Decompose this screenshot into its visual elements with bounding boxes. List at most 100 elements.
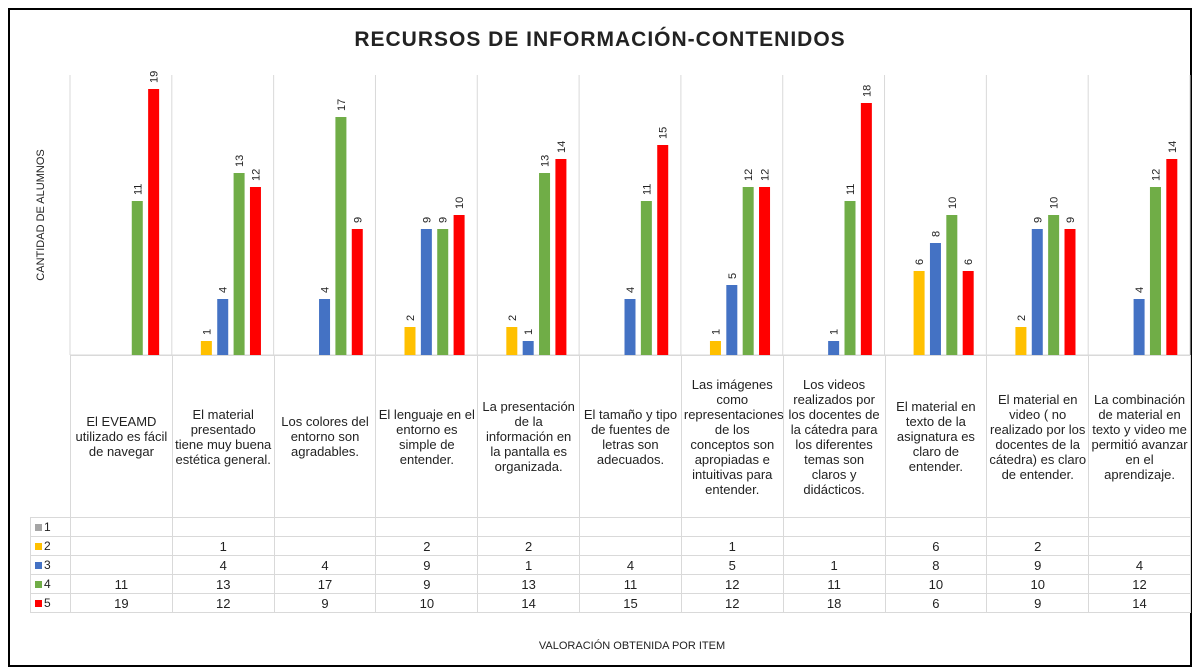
bar (522, 341, 534, 355)
table-value (680, 517, 784, 537)
legend-entry: 2 (30, 536, 71, 556)
legend-entry: 3 (30, 555, 71, 575)
bar (200, 341, 212, 355)
bar (1048, 215, 1060, 355)
table-value (986, 517, 1090, 537)
table-value: 10 (884, 574, 988, 594)
bar (555, 159, 567, 355)
table-value: 12 (171, 593, 275, 613)
table-value: 6 (884, 536, 988, 556)
data-label: 10 (1049, 197, 1061, 209)
bar (233, 173, 245, 355)
data-label: 1 (710, 329, 722, 335)
bar (437, 229, 449, 355)
data-label: 9 (352, 217, 364, 223)
table-value: 1 (171, 536, 275, 556)
bar (539, 173, 551, 355)
bar (726, 285, 738, 355)
data-label: 5 (727, 273, 739, 279)
bar (624, 299, 636, 355)
table-value (884, 517, 988, 537)
category-label: La presentación de la información en la … (477, 355, 581, 518)
table-value: 11 (579, 574, 682, 594)
legend-entry: 1 (30, 517, 71, 537)
table-value: 17 (273, 574, 377, 594)
category-label: El EVEAMD utilizado es fácil de navegar (70, 355, 173, 518)
bar (742, 187, 754, 355)
category-label: El material en texto de la asignatura es… (884, 355, 988, 518)
category-label: Los videos realizados por los docentes d… (782, 355, 886, 518)
legend-entry: 5 (30, 593, 71, 613)
category-label: El material en video ( no realizado por … (986, 355, 1090, 518)
table-value: 9 (375, 574, 479, 594)
data-label: 9 (1032, 217, 1044, 223)
data-label: 9 (421, 217, 433, 223)
category-label: El lenguaje en el entorno es simple de e… (375, 355, 479, 518)
legend-label: 5 (44, 595, 51, 610)
table-value: 19 (70, 593, 173, 613)
table-value: 12 (1088, 574, 1191, 594)
data-label: 6 (963, 259, 975, 265)
table-value: 12 (680, 574, 784, 594)
series-row: 4 11 13 17 9 13 11 12 11 10 10 12 (30, 574, 1191, 594)
table-value (273, 517, 377, 537)
data-label: 11 (132, 184, 144, 195)
table-value: 4 (273, 555, 377, 575)
legend-swatch (35, 599, 42, 607)
chart-title: RECURSOS DE INFORMACIÓN-CONTENIDOS (354, 27, 845, 51)
table-value (70, 517, 173, 537)
bar (1166, 159, 1178, 355)
data-label: 18 (861, 85, 873, 97)
table-value: 11 (782, 574, 886, 594)
table-value: 15 (579, 593, 682, 613)
data-label: 6 (914, 259, 926, 265)
header-row: El EVEAMD utilizado es fácil de navegar E… (30, 355, 1191, 518)
corner-cell (30, 355, 71, 518)
data-label: 12 (1150, 169, 1162, 181)
data-label: 15 (658, 127, 670, 139)
data-label: 2 (507, 315, 519, 321)
data-label: 12 (743, 169, 755, 181)
bar (657, 145, 669, 355)
table-value: 13 (477, 574, 581, 594)
data-label: 4 (320, 287, 332, 293)
bar (453, 215, 465, 355)
bar (335, 117, 347, 355)
bar (946, 215, 958, 355)
table-value (70, 555, 173, 575)
table-value (579, 536, 682, 556)
table-value: 10 (986, 574, 1090, 594)
category-label: Las imágenes como representaciones de lo… (680, 355, 784, 518)
table-value: 10 (375, 593, 479, 613)
table-value: 13 (171, 574, 275, 594)
x-axis-label: VALORACIÓN OBTENIDA POR ITEM (539, 639, 725, 652)
data-label: 14 (1167, 141, 1179, 153)
bar (131, 201, 143, 355)
bar (759, 187, 771, 355)
table-value: 5 (680, 555, 784, 575)
table-value (1088, 536, 1191, 556)
series-row: 1 (30, 517, 1191, 537)
table-value: 9 (986, 593, 1090, 613)
bar (929, 243, 941, 355)
legend-label: 3 (44, 557, 51, 572)
table-value: 14 (477, 593, 581, 613)
data-label: 13 (234, 155, 246, 167)
legend-entry: 4 (30, 574, 71, 594)
legend-swatch (35, 561, 42, 569)
bar (828, 341, 840, 355)
bar (709, 341, 721, 355)
bar (148, 89, 160, 355)
data-label: 9 (438, 217, 450, 223)
table-value: 1 (477, 555, 581, 575)
table-value: 1 (680, 536, 784, 556)
data-label: 12 (250, 169, 262, 181)
data-label: 10 (947, 197, 959, 209)
bar (844, 201, 856, 355)
bar (860, 103, 872, 355)
y-axis-label: CANTIDAD DE ALUMNOS (35, 149, 47, 280)
table-value (782, 517, 886, 537)
category-label: El tamaño y tipo de fuentes de letras so… (579, 355, 682, 518)
